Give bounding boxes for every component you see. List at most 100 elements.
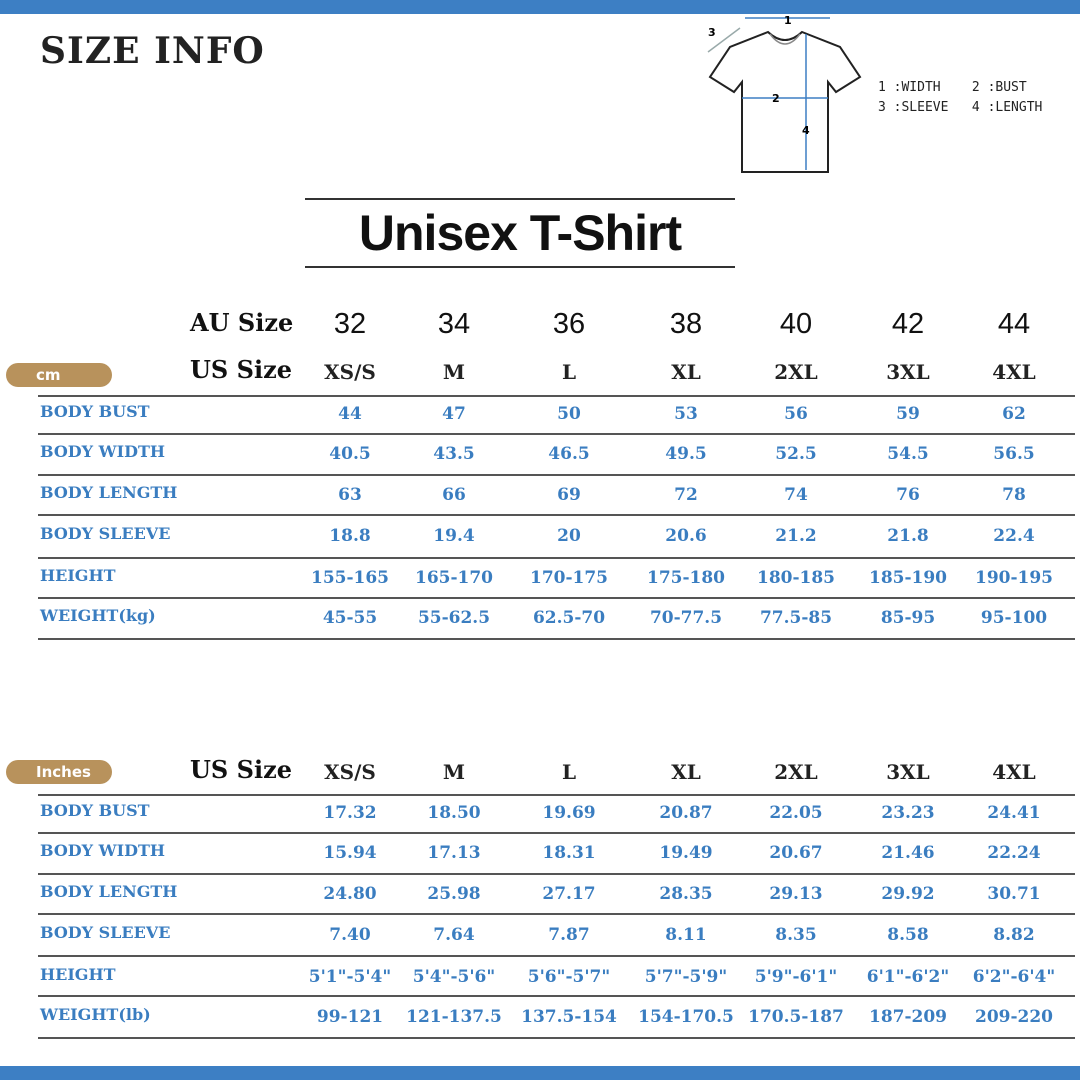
table-cell: 53 xyxy=(674,404,698,424)
table-cell: 74 xyxy=(784,485,808,505)
row-label: BODY WIDTH xyxy=(40,841,165,860)
table-cell: 18.31 xyxy=(542,843,596,863)
table-cell: 20.67 xyxy=(769,843,823,863)
table-cell: 47 xyxy=(442,404,466,424)
table-cell: 19.4 xyxy=(433,526,475,546)
table-cell: 20.87 xyxy=(659,803,713,823)
au-size-header: 36 xyxy=(552,308,586,340)
row-divider xyxy=(38,1037,1075,1039)
row-divider xyxy=(38,873,1075,875)
table-cell: 49.5 xyxy=(665,444,707,464)
table-cell: 45-55 xyxy=(322,608,378,628)
row-label: WEIGHT(kg) xyxy=(40,606,156,625)
row-label: BODY LENGTH xyxy=(40,483,178,502)
table-cell: 54.5 xyxy=(887,444,929,464)
us-size-header: XL xyxy=(671,360,701,384)
bottom-border xyxy=(0,1066,1080,1080)
diagram-number: 3 xyxy=(708,26,716,39)
table-cell: 22.4 xyxy=(993,526,1035,546)
table-cell: 154-170.5 xyxy=(638,1007,734,1027)
table-cell: 5'1"-5'4" xyxy=(308,967,392,987)
top-border xyxy=(0,0,1080,14)
us-size-header: 3XL xyxy=(886,760,930,784)
unit-badge-cm: cm xyxy=(6,363,112,387)
us-size-header: XS/S xyxy=(324,360,376,384)
table-cell: 62.5-70 xyxy=(532,608,606,628)
table-cell: 56 xyxy=(784,404,808,424)
table-cell: 209-220 xyxy=(974,1007,1054,1027)
us-size-header: 4XL xyxy=(992,760,1036,784)
row-label: BODY SLEEVE xyxy=(40,923,171,942)
table-cell: 8.58 xyxy=(887,925,929,945)
table-cell: 121-137.5 xyxy=(406,1007,502,1027)
table-cell: 15.94 xyxy=(323,843,377,863)
us-size-header: 2XL xyxy=(774,360,818,384)
table-cell: 5'6"-5'7" xyxy=(527,967,611,987)
row-label: BODY BUST xyxy=(40,801,150,820)
table-cell: 137.5-154 xyxy=(521,1007,617,1027)
table-cell: 29.92 xyxy=(881,884,935,904)
table-cell: 170.5-187 xyxy=(748,1007,844,1027)
tshirt-diagram-icon: 1 2 3 4 xyxy=(707,14,862,173)
table-cell: 8.82 xyxy=(993,925,1035,945)
row-divider xyxy=(38,638,1075,640)
table-cell: 20.6 xyxy=(665,526,707,546)
table-cell: 185-190 xyxy=(868,568,948,588)
table-cell: 190-195 xyxy=(974,568,1054,588)
us-size-header: XS/S xyxy=(324,760,376,784)
table-cell: 165-170 xyxy=(414,568,494,588)
au-size-header: 44 xyxy=(997,308,1031,340)
au-size-header: 34 xyxy=(437,308,471,340)
table-cell: 52.5 xyxy=(775,444,817,464)
table-cell: 55-62.5 xyxy=(417,608,491,628)
table-cell: 69 xyxy=(557,485,581,505)
table-cell: 63 xyxy=(338,485,362,505)
row-divider xyxy=(38,557,1075,559)
table-cell: 59 xyxy=(896,404,920,424)
table-cell: 18.8 xyxy=(329,526,371,546)
table-cell: 180-185 xyxy=(756,568,836,588)
us-size-label: US Size xyxy=(190,355,292,384)
table-cell: 8.35 xyxy=(775,925,817,945)
table-cell: 27.17 xyxy=(542,884,596,904)
table-cell: 24.41 xyxy=(987,803,1041,823)
table-cell: 22.05 xyxy=(769,803,823,823)
table-cell: 17.32 xyxy=(323,803,377,823)
page-title: SIZE INFO xyxy=(40,30,265,72)
table-cell: 5'4"-5'6" xyxy=(412,967,496,987)
row-label: HEIGHT xyxy=(40,566,116,585)
table-cell: 5'7"-5'9" xyxy=(644,967,728,987)
row-divider xyxy=(38,395,1075,397)
row-divider xyxy=(38,995,1075,997)
us-size-header: L xyxy=(561,360,577,384)
au-size-header: 38 xyxy=(669,308,703,340)
row-divider xyxy=(38,913,1075,915)
row-label: HEIGHT xyxy=(40,965,116,984)
au-size-label: AU Size xyxy=(190,308,294,337)
diagram-number: 2 xyxy=(772,92,780,105)
table-cell: 40.5 xyxy=(329,444,371,464)
au-size-header: 40 xyxy=(779,308,813,340)
table-cell: 46.5 xyxy=(548,444,590,464)
table-cell: 95-100 xyxy=(980,608,1048,628)
table-cell: 72 xyxy=(674,485,698,505)
legend-line: 3 :SLEEVE 4 :LENGTH xyxy=(878,100,1043,115)
table-cell: 28.35 xyxy=(659,884,713,904)
table-cell: 6'1"-6'2" xyxy=(866,967,950,987)
table-cell: 25.98 xyxy=(427,884,481,904)
us-size-header: M xyxy=(442,760,466,784)
table-cell: 77.5-85 xyxy=(759,608,833,628)
legend-line: 1 :WIDTH 2 :BUST xyxy=(878,80,1027,95)
row-label: BODY BUST xyxy=(40,402,150,421)
au-size-header: 42 xyxy=(891,308,925,340)
row-divider xyxy=(38,474,1075,476)
table-cell: 20 xyxy=(557,526,581,546)
table-cell: 23.23 xyxy=(881,803,935,823)
row-divider xyxy=(38,433,1075,435)
table-cell: 21.2 xyxy=(775,526,817,546)
table-cell: 50 xyxy=(557,404,581,424)
unit-badge-inches: Inches xyxy=(6,760,112,784)
table-cell: 17.13 xyxy=(427,843,481,863)
table-cell: 56.5 xyxy=(993,444,1035,464)
us-size-header: 3XL xyxy=(886,360,930,384)
